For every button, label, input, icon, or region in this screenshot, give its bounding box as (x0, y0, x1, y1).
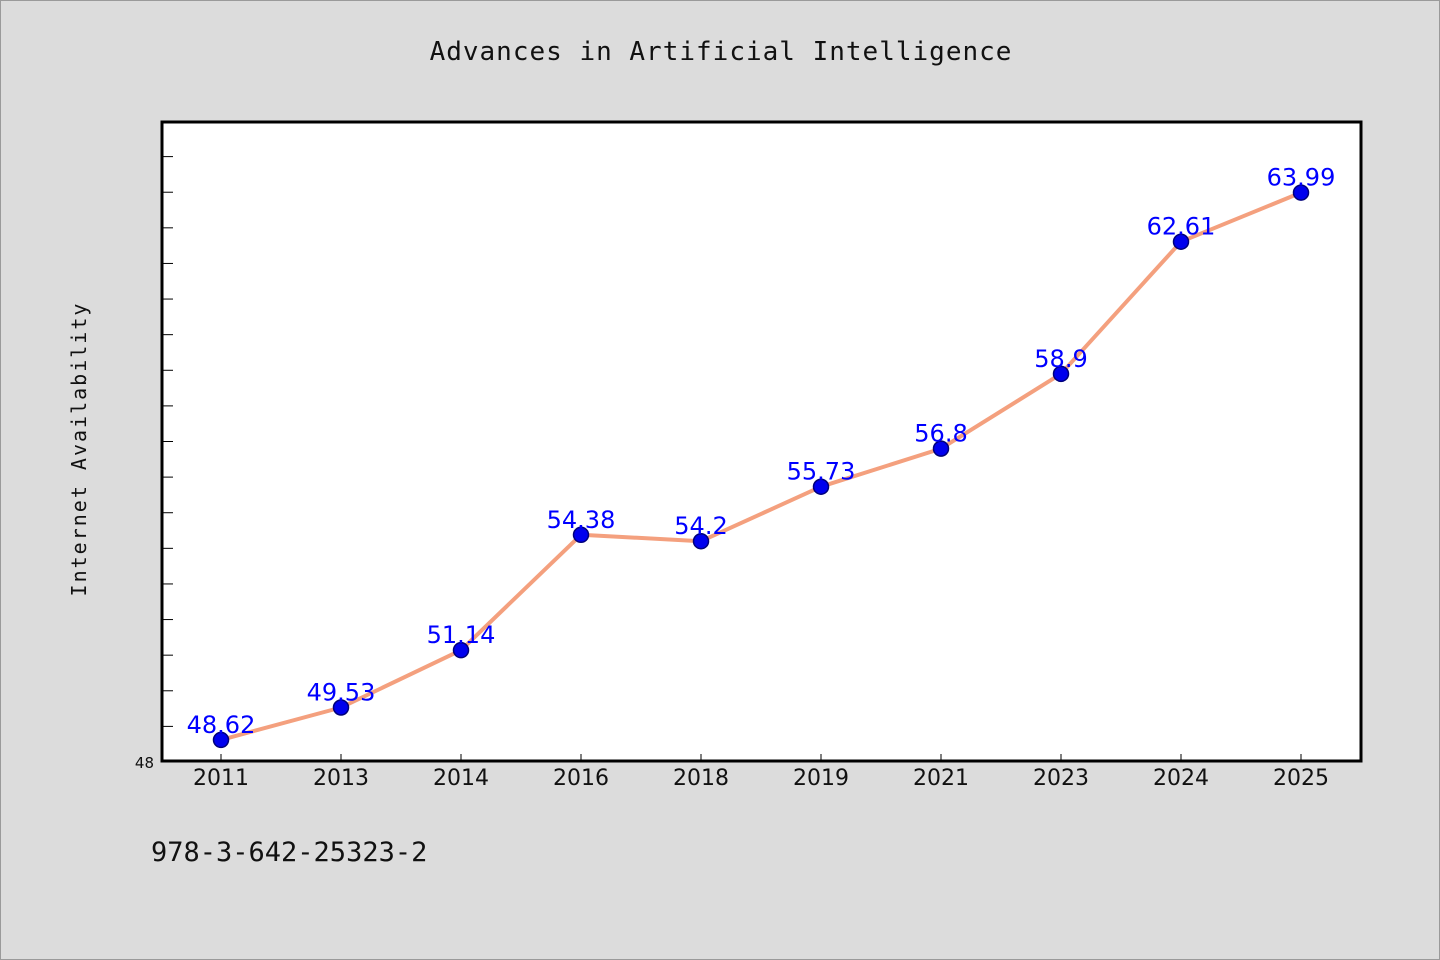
data-point (332, 699, 350, 716)
plot-area (160, 120, 1363, 763)
data-label: 55.73 (787, 458, 856, 486)
x-tick-label: 2025 (1273, 766, 1329, 791)
data-point (1292, 184, 1310, 201)
data-labels: 48.62 49.53 51.14 54.38 54.2 55.73 56.8 58.9 62.… (187, 164, 1336, 739)
data-point (932, 440, 950, 457)
x-tick-label: 2019 (793, 766, 849, 791)
y-axis-ticks: 48 (135, 156, 173, 772)
data-label: 54.38 (547, 506, 616, 534)
chart-title: Advances in Artificial Intelligence (429, 37, 1013, 67)
data-label: 51.14 (427, 621, 496, 649)
x-axis-ticks: 2011 2013 2014 2016 2018 2019 2021 2023 2024 2025 (193, 754, 1329, 791)
x-tick-label: 2013 (313, 766, 369, 791)
data-point (212, 731, 230, 749)
data-point (1172, 233, 1190, 250)
x-tick-label: 2023 (1033, 766, 1089, 791)
series-line (219, 190, 1303, 742)
x-tick-label: 2024 (1153, 766, 1209, 791)
x-tick-label: 2018 (673, 766, 729, 791)
data-label: 56.8 (914, 420, 967, 448)
data-point (1052, 365, 1070, 383)
data-label: 63.99 (1267, 164, 1336, 192)
data-label: 49.53 (307, 679, 376, 707)
x-tick-label: 2021 (913, 766, 969, 791)
y-tick-label: 48 (135, 754, 154, 772)
data-label: 58.9 (1034, 345, 1087, 373)
series-markers (212, 184, 1310, 749)
data-label: 48.62 (187, 711, 256, 739)
data-point (812, 478, 830, 495)
data-point (572, 526, 590, 544)
x-tick-label: 2014 (433, 766, 489, 791)
data-label: 54.2 (674, 512, 727, 540)
x-tick-label: 2016 (553, 766, 609, 791)
data-point (452, 641, 470, 659)
data-point (692, 532, 710, 550)
isbn-code: 978-3-642-25323-2 (151, 837, 428, 868)
data-label: 62.61 (1147, 213, 1216, 241)
x-tick-label: 2011 (193, 766, 249, 791)
